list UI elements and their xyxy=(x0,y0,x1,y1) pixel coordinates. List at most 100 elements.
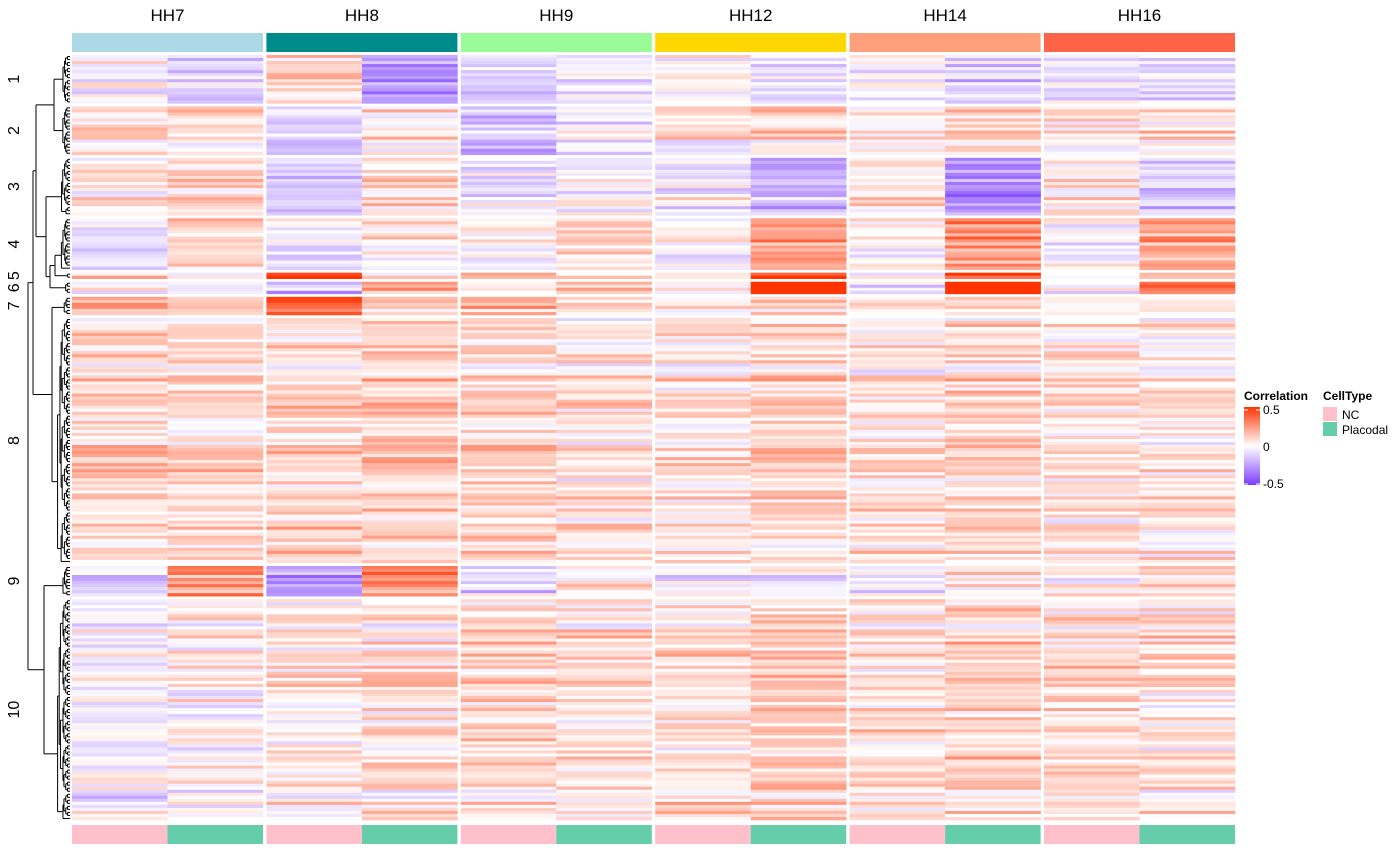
heatmap-cell xyxy=(460,565,557,570)
heatmap-cell xyxy=(655,163,751,168)
heatmap-cell xyxy=(460,402,557,406)
heatmap-cell xyxy=(655,508,751,512)
heatmap-cell xyxy=(460,538,557,543)
heatmap-cell xyxy=(945,448,1041,452)
heatmap-cell xyxy=(556,653,653,657)
heatmap-cell xyxy=(167,302,264,307)
heatmap-cell xyxy=(460,738,557,742)
heatmap-cell xyxy=(655,390,751,394)
heatmap-cell xyxy=(1139,798,1236,803)
heatmap-cell xyxy=(1044,67,1140,71)
heatmap-cell xyxy=(945,290,1041,295)
heatmap-cell xyxy=(750,457,847,461)
heatmap-cell xyxy=(1139,390,1236,394)
heatmap-cell xyxy=(1044,420,1140,425)
heatmap-cell xyxy=(556,360,653,364)
heatmap-cell xyxy=(361,112,458,116)
heatmap-cell xyxy=(1139,417,1236,422)
heatmap-cell xyxy=(361,738,458,742)
heatmap-cell xyxy=(945,121,1041,125)
heatmap-cell xyxy=(750,517,847,521)
heatmap-cell xyxy=(1044,720,1140,724)
heatmap-cell xyxy=(72,260,168,264)
heatmap-cell xyxy=(460,209,557,213)
heatmap-cell xyxy=(361,762,458,766)
heatmap-cell xyxy=(266,242,363,246)
heatmap-cell xyxy=(361,708,458,712)
heatmap-cell xyxy=(167,399,264,403)
heatmap-cell xyxy=(1139,647,1236,651)
heatmap-cell xyxy=(750,212,847,216)
heatmap-cell xyxy=(655,538,751,543)
heatmap-cell xyxy=(750,236,847,240)
heatmap-cell xyxy=(72,448,168,452)
heatmap-cell xyxy=(945,544,1041,549)
heatmap-cell xyxy=(750,505,847,509)
heatmap-cell xyxy=(167,378,264,382)
heatmap-cell xyxy=(945,218,1041,222)
heatmap-cell xyxy=(266,369,363,373)
heatmap-cell xyxy=(750,88,847,92)
heatmap-cell xyxy=(266,233,363,237)
heatmap-cell xyxy=(1044,608,1140,612)
heatmap-cell xyxy=(1044,396,1140,400)
heatmap-cell xyxy=(460,172,557,177)
heatmap-cell xyxy=(266,100,363,104)
heatmap-cell xyxy=(72,714,168,718)
heatmap-cell xyxy=(167,366,264,370)
heatmap-cell xyxy=(849,67,946,71)
heatmap-cell xyxy=(72,435,168,440)
heatmap-cell xyxy=(750,157,847,162)
heatmap-cell xyxy=(556,384,653,388)
heatmap-cell xyxy=(556,157,653,162)
heatmap-cell xyxy=(849,339,946,343)
heatmap-cell xyxy=(1044,139,1140,143)
heatmap-cell xyxy=(849,272,946,276)
heatmap-cell xyxy=(655,517,751,521)
heatmap-cell xyxy=(750,330,847,334)
heatmap-cell xyxy=(945,372,1041,376)
heatmap-cell xyxy=(266,263,363,267)
heatmap-cell xyxy=(945,405,1041,409)
heatmap-cell xyxy=(167,148,264,153)
heatmap-cell xyxy=(1139,445,1236,449)
heatmap-cell xyxy=(655,336,751,340)
heatmap-cell xyxy=(556,559,653,564)
heatmap-cell xyxy=(655,662,751,667)
heatmap-cell xyxy=(1139,756,1236,760)
heatmap-cell xyxy=(655,535,751,540)
heatmap-cell xyxy=(361,299,458,304)
heatmap-cell xyxy=(750,429,847,434)
heatmap-cell xyxy=(849,197,946,201)
heatmap-cell xyxy=(1044,281,1140,286)
heatmap-cell xyxy=(556,532,653,537)
heatmap-cell xyxy=(460,632,557,636)
heatmap-cell xyxy=(556,460,653,464)
heatmap-cell xyxy=(1044,602,1140,606)
heatmap-cell xyxy=(72,197,168,201)
heatmap-cell xyxy=(361,550,458,555)
heatmap-cell xyxy=(361,55,458,59)
heatmap-cell xyxy=(655,236,751,240)
heatmap-cell xyxy=(266,163,363,168)
heatmap-cell xyxy=(750,460,847,464)
correlation-tick-min: -0.5 xyxy=(1263,477,1284,491)
heatmap-cell xyxy=(361,58,458,62)
heatmap-cell xyxy=(460,73,557,77)
heatmap-cell xyxy=(167,333,264,337)
heatmap-cell xyxy=(167,420,264,425)
heatmap-cell xyxy=(1139,665,1236,670)
heatmap-cell xyxy=(1139,423,1236,428)
heatmap-cell xyxy=(1044,121,1140,125)
heatmap-cell xyxy=(945,556,1041,561)
heatmap-cell xyxy=(945,242,1041,246)
heatmap-cell xyxy=(72,275,168,280)
heatmap-cell xyxy=(1044,248,1140,252)
heatmap-cell xyxy=(167,629,264,633)
heatmap-cell xyxy=(849,432,946,437)
heatmap-cell xyxy=(1044,614,1140,618)
heatmap-cell xyxy=(1139,541,1236,546)
heatmap-cell xyxy=(945,360,1041,364)
heatmap-cell xyxy=(655,735,751,739)
heatmap-cell xyxy=(167,124,264,128)
